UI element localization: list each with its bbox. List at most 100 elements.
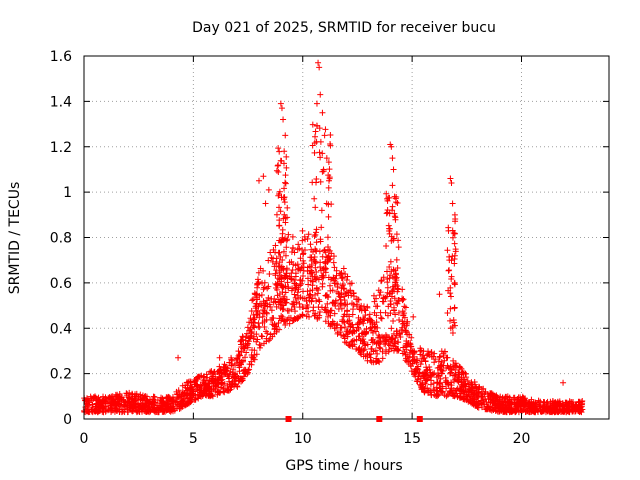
data-point	[383, 210, 390, 217]
data-point	[129, 390, 136, 397]
data-point	[364, 317, 371, 324]
data-point	[327, 287, 334, 294]
data-point	[367, 324, 374, 331]
data-point	[331, 320, 338, 327]
data-point	[275, 296, 282, 303]
data-point	[384, 312, 391, 319]
data-point	[228, 383, 235, 390]
data-point	[317, 236, 324, 243]
data-point	[561, 408, 568, 415]
data-point	[342, 324, 349, 331]
data-point	[236, 352, 243, 359]
data-point	[248, 308, 255, 315]
data-point	[462, 392, 469, 399]
data-point	[576, 408, 583, 415]
data-point	[187, 378, 194, 385]
data-point	[316, 308, 323, 315]
data-point	[188, 383, 195, 390]
data-point	[362, 312, 369, 319]
data-point	[394, 264, 401, 271]
data-point	[310, 248, 316, 255]
data-point	[197, 382, 204, 389]
data-point	[575, 399, 582, 406]
data-point	[291, 249, 298, 256]
data-point	[173, 388, 180, 395]
data-point	[412, 368, 419, 375]
data-point	[338, 324, 345, 331]
data-point	[524, 399, 531, 406]
data-point	[309, 179, 316, 186]
data-point	[244, 371, 251, 378]
data-point	[415, 373, 422, 380]
data-point	[409, 351, 416, 358]
data-point	[273, 211, 280, 218]
data-point	[285, 307, 292, 314]
data-point	[388, 268, 395, 275]
data-point	[300, 260, 307, 267]
data-point	[395, 339, 402, 346]
data-point	[371, 309, 378, 316]
data-point	[323, 291, 330, 298]
data-point	[528, 405, 535, 412]
data-point	[371, 298, 378, 305]
data-point	[276, 222, 283, 229]
data-point	[469, 384, 476, 391]
data-point	[313, 229, 320, 236]
data-point	[407, 341, 414, 348]
data-point	[286, 259, 293, 266]
data-point	[405, 358, 412, 365]
data-point	[299, 312, 306, 319]
data-point	[438, 370, 445, 377]
data-point	[290, 261, 297, 268]
data-point	[474, 401, 481, 408]
data-point	[312, 312, 319, 319]
data-point	[443, 377, 450, 384]
data-point	[286, 320, 293, 327]
data-point	[379, 355, 386, 362]
data-point	[236, 368, 243, 375]
data-point	[177, 403, 184, 410]
data-point	[272, 260, 279, 267]
data-point	[313, 239, 320, 246]
y-tick-label: 0.6	[50, 276, 72, 292]
data-point	[226, 359, 233, 366]
data-point	[395, 244, 402, 251]
data-point	[322, 126, 329, 133]
data-point	[377, 309, 384, 316]
data-point	[387, 336, 394, 343]
data-point	[312, 247, 319, 254]
data-point	[274, 162, 281, 169]
data-point	[347, 287, 354, 294]
data-point	[85, 402, 92, 409]
data-point	[198, 372, 205, 379]
data-point	[311, 253, 318, 260]
data-point	[380, 295, 387, 302]
data-points	[81, 59, 586, 416]
data-point	[392, 216, 399, 223]
gap-marker	[285, 416, 292, 422]
data-point	[392, 267, 399, 274]
data-point	[479, 391, 486, 398]
data-point	[325, 213, 332, 220]
data-point	[268, 307, 275, 314]
data-point	[143, 397, 150, 404]
data-point	[363, 325, 370, 332]
data-point	[151, 404, 158, 411]
data-point	[266, 271, 273, 278]
data-point	[253, 294, 260, 301]
data-point	[123, 392, 130, 399]
data-point	[399, 350, 406, 357]
data-point	[307, 241, 314, 248]
data-point	[288, 276, 295, 283]
data-point	[541, 405, 548, 412]
data-point	[448, 257, 455, 264]
data-point	[419, 381, 426, 388]
data-point	[102, 399, 109, 406]
data-point	[253, 307, 260, 314]
data-point	[394, 282, 401, 289]
data-point	[330, 299, 337, 306]
data-point	[420, 373, 427, 380]
data-point	[279, 230, 286, 237]
data-point	[376, 334, 383, 341]
data-point	[382, 350, 389, 357]
